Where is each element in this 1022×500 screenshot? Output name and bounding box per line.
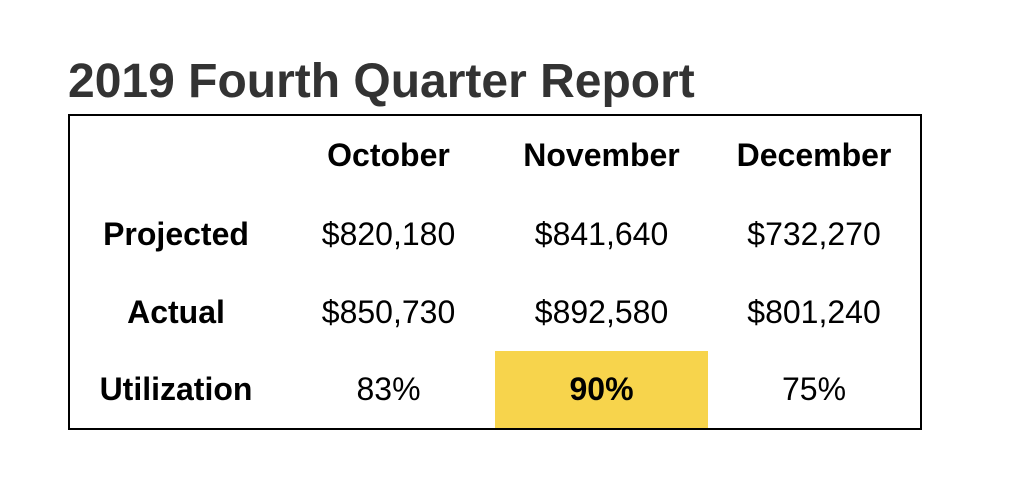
table-row-utilization: Utilization 83% 90% 75% [69,351,921,429]
actual-december-cell: $801,240 [747,293,881,330]
table-header-row: October November December [69,115,921,195]
utilization-november-highlighted-cell: 90% [495,351,708,429]
column-header-october: October [327,137,450,173]
row-label-utilization: Utilization [99,371,253,407]
projected-october-cell: $820,180 [321,215,456,252]
empty-corner-cell [69,115,282,195]
row-label-actual: Actual [127,293,225,330]
actual-october-cell: $850,730 [321,293,456,330]
report-title: 2019 Fourth Quarter Report [68,55,695,108]
utilization-december-cell: 75% [781,371,847,407]
utilization-october-cell: 83% [356,371,421,407]
table-row-projected: Projected $820,180 $841,640 $732,270 [69,195,921,273]
row-label-projected: Projected [103,215,249,252]
column-header-november: November [523,137,680,173]
column-header-december: December [736,137,892,173]
projected-november-cell: $841,640 [534,215,669,252]
projected-december-cell: $732,270 [747,215,881,252]
quarter-report-table: October November December Projected $820… [68,114,922,430]
table-row-actual: Actual $850,730 $892,580 $801,240 [69,273,921,351]
actual-november-cell: $892,580 [534,293,669,330]
